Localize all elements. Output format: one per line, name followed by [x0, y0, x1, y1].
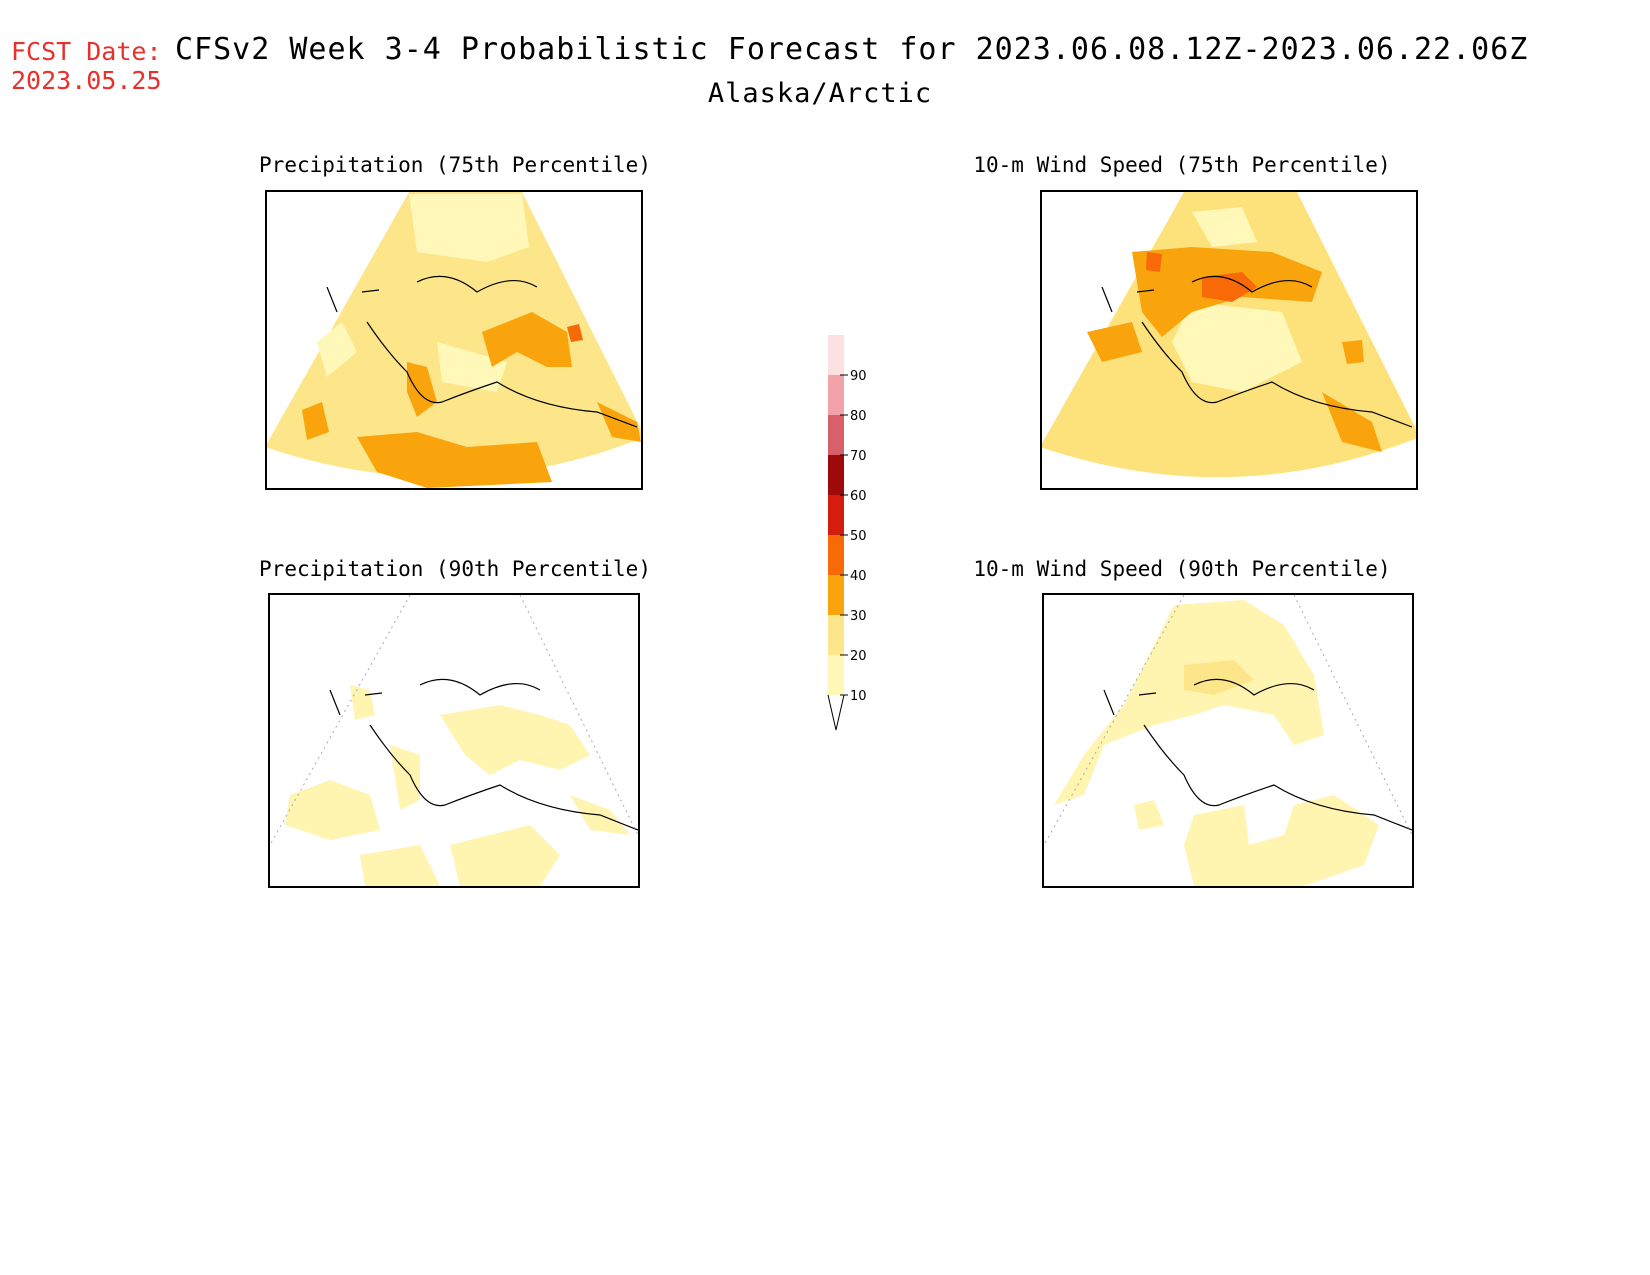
panel-title-wind-75: 10-m Wind Speed (75th Percentile) — [973, 153, 1391, 177]
colorbar-swatch — [828, 655, 844, 695]
forecast-date-label: FCST Date: — [11, 37, 162, 66]
colorbar-swatch — [828, 535, 844, 575]
page-title: CFSv2 Week 3-4 Probabilistic Forecast fo… — [175, 32, 1529, 67]
forecast-date-value: 2023.05.25 — [11, 66, 162, 95]
colorbar-label: 90 — [850, 369, 867, 384]
panel-title-precip-90: Precipitation (90th Percentile) — [259, 557, 651, 581]
panel-title-precip-75: Precipitation (75th Percentile) — [259, 153, 651, 177]
colorbar-swatch — [828, 495, 844, 535]
colorbar-swatch — [828, 375, 844, 415]
colorbar-label: 50 — [850, 529, 867, 544]
colorbar-label: 30 — [850, 609, 867, 624]
region-subtitle: Alaska/Arctic — [707, 78, 933, 109]
colorbar-ends — [827, 335, 845, 731]
map-precip-90 — [268, 593, 640, 888]
colorbar-label: 40 — [850, 569, 867, 584]
colorbar: 10 20 30 40 50 60 70 80 90 — [827, 335, 867, 731]
colorbar-swatch — [828, 415, 844, 455]
colorbar-label: 20 — [850, 649, 867, 664]
map-wind-75 — [1040, 190, 1418, 490]
map-precip-75 — [265, 190, 643, 490]
colorbar-label: 60 — [850, 489, 867, 504]
colorbar-swatch — [828, 575, 844, 615]
colorbar-label: 10 — [850, 689, 867, 704]
colorbar-swatch — [828, 335, 844, 375]
colorbar-label: 80 — [850, 409, 867, 424]
colorbar-label: 70 — [850, 449, 867, 464]
colorbar-swatch — [828, 455, 844, 495]
forecast-date-block: FCST Date: 2023.05.25 — [11, 37, 162, 95]
panel-title-wind-90: 10-m Wind Speed (90th Percentile) — [973, 557, 1391, 581]
colorbar-swatch — [828, 615, 844, 655]
map-wind-90 — [1042, 593, 1414, 888]
